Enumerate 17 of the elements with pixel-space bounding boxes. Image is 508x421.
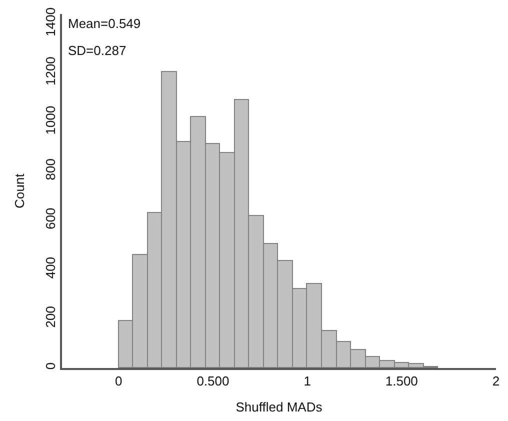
y-tick-label: 200 bbox=[42, 306, 58, 328]
y-tick-label: 800 bbox=[42, 158, 58, 180]
x-tick-label: 2 bbox=[492, 374, 500, 389]
y-tick-label: 1200 bbox=[42, 56, 58, 86]
x-tick-label: 0.500 bbox=[196, 374, 230, 389]
annotation: Mean=0.549 bbox=[68, 16, 141, 31]
x-tick-label: 1 bbox=[304, 374, 311, 389]
x-tick-label: 1.500 bbox=[385, 374, 418, 389]
y-tick-label: 400 bbox=[42, 256, 58, 279]
annotation: SD=0.287 bbox=[68, 43, 126, 58]
y-tick-label: 1000 bbox=[42, 106, 58, 135]
x-tick-label: 0 bbox=[114, 374, 122, 389]
y-tick-label: 1400 bbox=[42, 7, 58, 36]
y-axis-title: Count bbox=[12, 173, 28, 208]
y-tick-label: 600 bbox=[42, 208, 58, 230]
y-tick-label: 0 bbox=[42, 362, 58, 370]
x-axis-title: Shuffled MADs bbox=[236, 400, 323, 415]
